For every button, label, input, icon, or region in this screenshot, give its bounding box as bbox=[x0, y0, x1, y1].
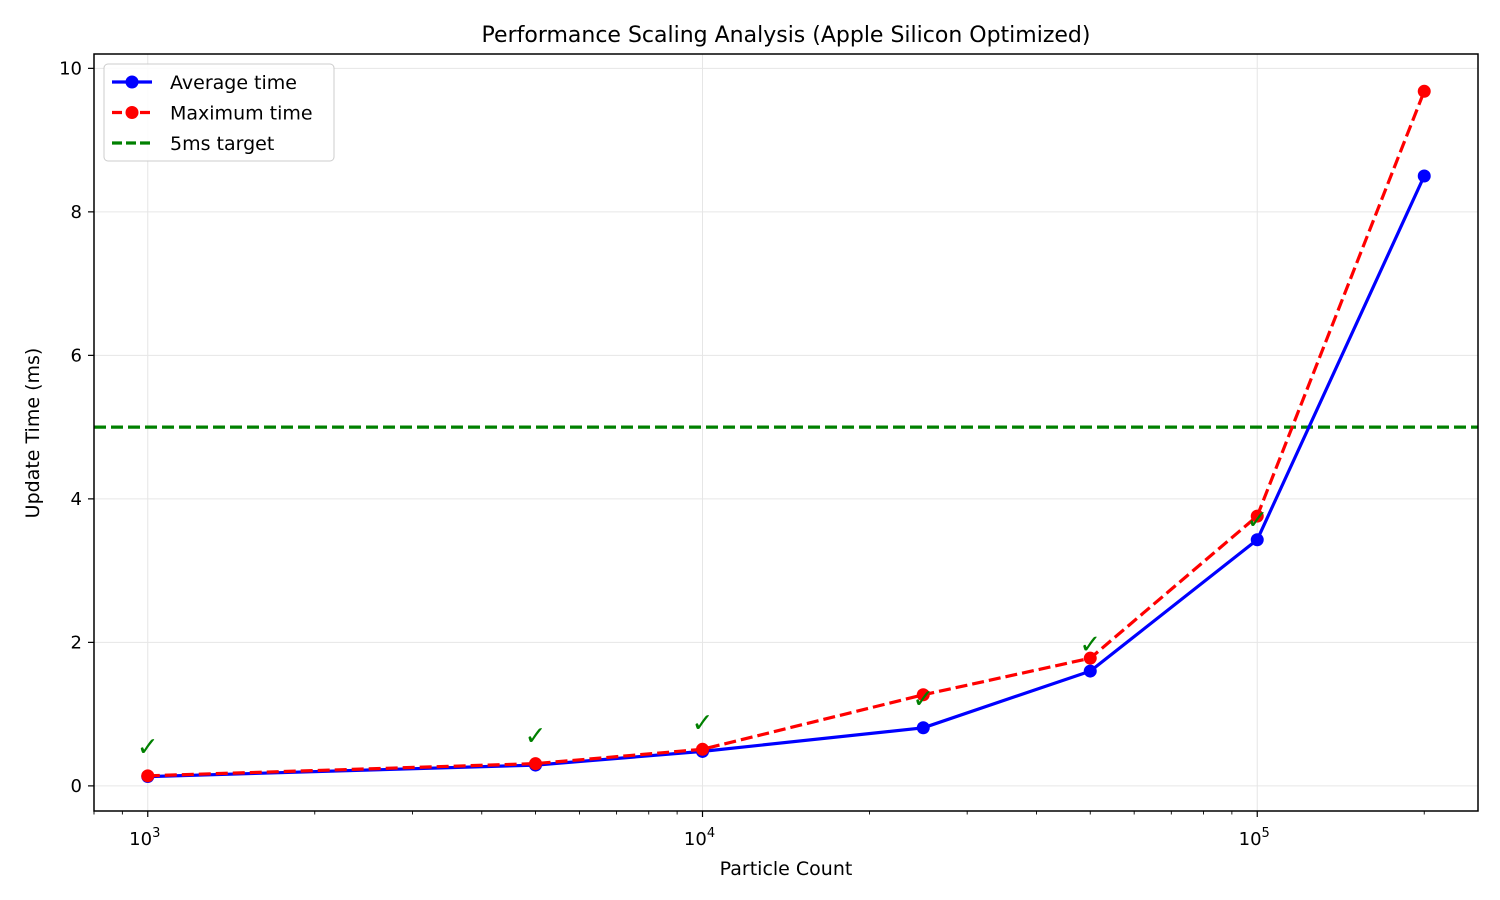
data-point-maximum bbox=[1083, 651, 1097, 665]
ticks: 0 2 4 6 8 10 103 104 105 bbox=[59, 58, 1425, 850]
y-tick-label: 10 bbox=[59, 58, 82, 79]
grid bbox=[94, 54, 1478, 811]
check-mark-annotation: ✓ bbox=[1246, 506, 1268, 536]
legend-label: Average time bbox=[170, 72, 297, 94]
data-point-average bbox=[1417, 169, 1431, 183]
x-tick-label: 104 bbox=[684, 826, 715, 850]
y-tick-label: 6 bbox=[71, 345, 82, 366]
check-mark-annotation: ✓ bbox=[912, 684, 934, 714]
y-tick-label: 2 bbox=[71, 632, 82, 653]
check-mark-annotation: ✓ bbox=[692, 709, 714, 739]
legend-marker bbox=[125, 106, 139, 119]
data-point-maximum bbox=[141, 769, 155, 783]
x-tick-label: 103 bbox=[129, 826, 160, 850]
data-point-maximum bbox=[529, 757, 543, 771]
plot-frame bbox=[93, 53, 1479, 812]
data-point-maximum bbox=[1250, 509, 1264, 523]
x-tick-label: 105 bbox=[1239, 826, 1270, 850]
x-axis-label: Particle Count bbox=[720, 858, 853, 880]
data-point-average bbox=[1083, 664, 1097, 678]
legend: Average time Maximum time 5ms target bbox=[103, 63, 335, 162]
data-point-maximum bbox=[696, 742, 710, 756]
data-point-maximum bbox=[916, 688, 930, 702]
series-layer bbox=[141, 84, 1431, 784]
legend-box bbox=[103, 63, 335, 162]
y-axis-label: Update Time (ms) bbox=[22, 348, 44, 519]
legend-label: Maximum time bbox=[170, 103, 313, 125]
check-mark-annotation: ✓ bbox=[137, 732, 159, 762]
legend-label: 5ms target bbox=[170, 133, 274, 155]
check-mark-annotation: ✓ bbox=[525, 722, 547, 752]
data-point-average bbox=[916, 721, 930, 735]
series-line-maximum bbox=[147, 90, 1426, 778]
series-line-average bbox=[147, 175, 1426, 779]
data-point-average bbox=[1250, 533, 1264, 547]
check-mark-annotation: ✓ bbox=[1079, 630, 1101, 660]
chart-title: Performance Scaling Analysis (Apple Sili… bbox=[482, 23, 1091, 48]
data-point-maximum bbox=[1417, 84, 1431, 98]
y-tick-label: 0 bbox=[71, 776, 82, 797]
y-tick-label: 4 bbox=[71, 489, 82, 510]
annotation-layer: ✓ ✓ ✓ ✓ ✓ ✓ bbox=[137, 506, 1268, 763]
legend-marker bbox=[125, 75, 139, 89]
y-tick-label: 8 bbox=[71, 202, 82, 223]
